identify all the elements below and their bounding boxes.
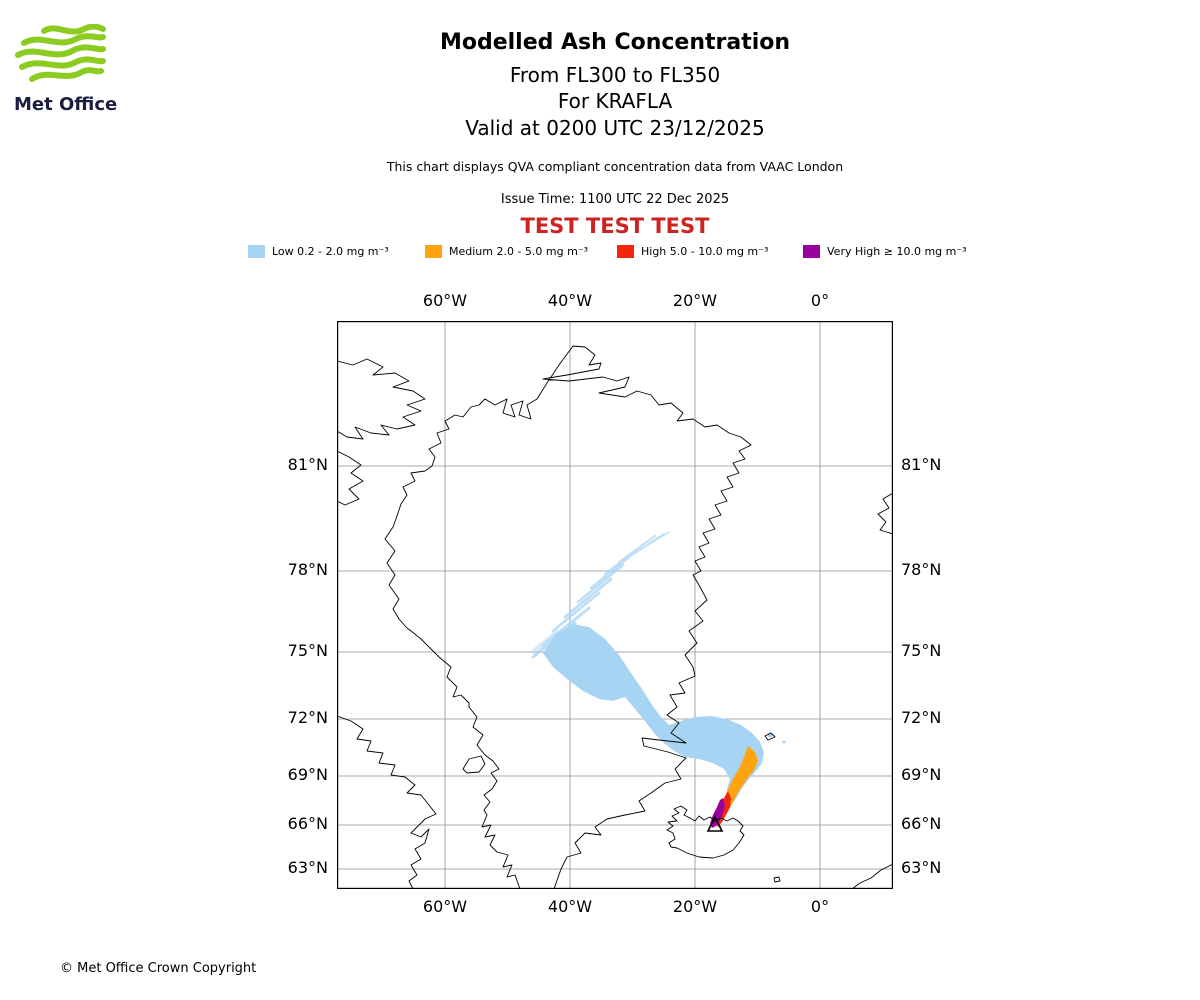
- coastline-iceland: [666, 805, 745, 859]
- lat-label-left: 63°N: [287, 858, 328, 877]
- copyright-notice: © Met Office Crown Copyright: [60, 961, 257, 976]
- ash-map: [337, 321, 893, 889]
- lat-label-right: 69°N: [901, 765, 942, 784]
- lat-label-left: 81°N: [287, 455, 328, 474]
- coastline-ellesmere-south: [337, 450, 364, 506]
- test-banner: TEST TEST TEST: [520, 214, 710, 238]
- lat-label-right: 75°N: [901, 641, 942, 660]
- issue-time: Issue Time: 1100 UTC 22 Dec 2025: [500, 192, 730, 207]
- lon-label-top: 20°W: [672, 291, 718, 310]
- legend-item-low: Low 0.2 - 2.0 mg m⁻³: [248, 245, 389, 258]
- coastlines: [337, 345, 893, 889]
- legend-swatch-medium-icon: [425, 245, 442, 258]
- lon-label-top: 0°: [810, 291, 830, 310]
- coastline-disko-island: [462, 755, 486, 774]
- lat-label-left: 69°N: [287, 765, 328, 784]
- page-title: Modelled Ash Concentration: [439, 30, 791, 55]
- coastline-faroe: [773, 876, 781, 883]
- volcano-subtitle: For KRAFLA: [557, 89, 673, 113]
- coastline-baffin-island: [337, 715, 437, 889]
- valid-time-subtitle: Valid at 0200 UTC 23/12/2025: [465, 116, 765, 140]
- legend-label-very-high: Very High ≥ 10.0 mg m⁻³: [827, 245, 967, 258]
- legend-label-high: High 5.0 - 10.0 mg m⁻³: [641, 245, 769, 258]
- legend-label-medium: Medium 2.0 - 5.0 mg m⁻³: [449, 245, 589, 258]
- lon-label-bottom: 60°W: [422, 897, 468, 916]
- coastline-svalbard: [877, 492, 893, 535]
- qva-description: This chart displays QVA compliant concen…: [386, 159, 844, 174]
- lon-label-bottom: 40°W: [547, 897, 593, 916]
- coastline-jan-mayen: [764, 732, 776, 741]
- legend-swatch-high-icon: [617, 245, 634, 258]
- logo-waves-icon: [15, 23, 106, 82]
- coastline-greenland: [384, 345, 752, 889]
- lat-label-left: 78°N: [287, 560, 328, 579]
- lat-label-right: 66°N: [901, 814, 942, 833]
- lat-label-left: 72°N: [287, 708, 328, 727]
- legend-item-very-high: Very High ≥ 10.0 mg m⁻³: [803, 245, 967, 258]
- volcano-marker-icon: [706, 815, 724, 832]
- lon-label-bottom: 0°: [810, 897, 830, 916]
- coastline-ellesmere-north: [337, 358, 426, 440]
- lat-label-left: 75°N: [287, 641, 328, 660]
- lon-label-top: 40°W: [547, 291, 593, 310]
- legend-item-medium: Medium 2.0 - 5.0 mg m⁻³: [425, 245, 588, 258]
- ash-plume-low-streaks: [531, 531, 670, 659]
- legend-item-high: High 5.0 - 10.0 mg m⁻³: [617, 245, 768, 258]
- legend-swatch-low-icon: [248, 245, 265, 258]
- lon-label-top: 60°W: [422, 291, 468, 310]
- lat-label-left: 66°N: [287, 814, 328, 833]
- legend-label-low: Low 0.2 - 2.0 mg m⁻³: [272, 245, 389, 258]
- legend-swatch-very-high-icon: [803, 245, 820, 258]
- logo-wordmark: Met Office: [14, 94, 118, 115]
- lon-label-bottom: 20°W: [672, 897, 718, 916]
- coastline-norway: [851, 863, 893, 889]
- graticule-grid: [337, 321, 893, 889]
- lat-label-right: 81°N: [901, 455, 942, 474]
- map-frame: [337, 321, 893, 889]
- flight-level-subtitle: From FL300 to FL350: [509, 63, 721, 87]
- lat-label-right: 72°N: [901, 708, 942, 727]
- lat-label-right: 63°N: [901, 858, 942, 877]
- met-office-logo: Met Office: [14, 23, 118, 115]
- lat-label-right: 78°N: [901, 560, 942, 579]
